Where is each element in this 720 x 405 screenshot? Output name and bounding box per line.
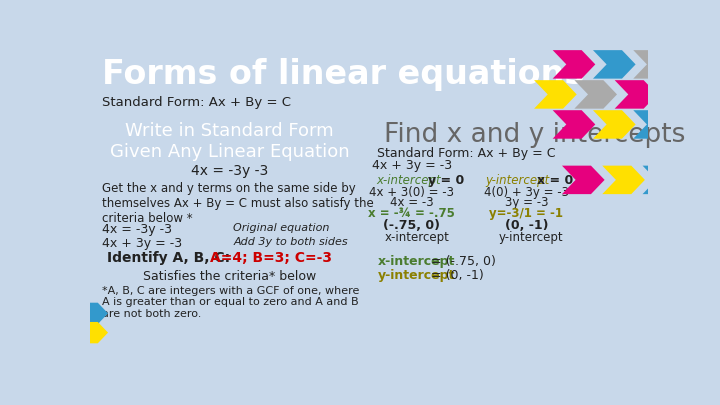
Text: (-.75, 0): (-.75, 0) xyxy=(383,219,440,232)
Text: Forms of linear equations: Forms of linear equations xyxy=(102,58,584,91)
Polygon shape xyxy=(553,110,595,139)
Text: Add 3y to both sides: Add 3y to both sides xyxy=(233,237,348,247)
Polygon shape xyxy=(553,50,595,79)
Polygon shape xyxy=(634,50,676,79)
Text: y=-3/1 = -1: y=-3/1 = -1 xyxy=(490,207,563,220)
Text: = (0, -1): = (0, -1) xyxy=(431,269,484,282)
Text: y-intercept: y-intercept xyxy=(485,174,553,187)
Text: x-intercept: x-intercept xyxy=(384,231,449,244)
Text: Original equation: Original equation xyxy=(233,224,330,233)
Polygon shape xyxy=(634,110,676,139)
Text: 4x + 3y = -3: 4x + 3y = -3 xyxy=(102,237,181,250)
Text: Find x and y intercepts: Find x and y intercepts xyxy=(384,122,686,148)
Text: y = 0: y = 0 xyxy=(428,174,464,187)
Text: y-intercept: y-intercept xyxy=(498,231,563,244)
Polygon shape xyxy=(534,80,577,109)
Text: Standard Form: Ax + By = C: Standard Form: Ax + By = C xyxy=(377,147,555,160)
Polygon shape xyxy=(76,303,108,324)
Text: 4x + 3(0) = -3: 4x + 3(0) = -3 xyxy=(369,185,454,199)
Text: = (-.75, 0): = (-.75, 0) xyxy=(431,255,496,268)
Polygon shape xyxy=(76,322,108,343)
Polygon shape xyxy=(602,166,645,194)
Polygon shape xyxy=(642,166,685,194)
Text: Identify A, B, C:: Identify A, B, C: xyxy=(107,251,230,265)
Text: 4x = -3: 4x = -3 xyxy=(390,196,433,209)
Text: x = -¾ = -.75: x = -¾ = -.75 xyxy=(368,207,455,220)
Polygon shape xyxy=(593,50,636,79)
Polygon shape xyxy=(615,80,657,109)
Text: Get the x and y terms on the same side by
themselves Ax + By = C must also satis: Get the x and y terms on the same side b… xyxy=(102,182,374,225)
Text: (0, -1): (0, -1) xyxy=(505,219,548,232)
Text: x-intercept: x-intercept xyxy=(377,174,445,187)
Polygon shape xyxy=(593,110,636,139)
Text: Standard Form: Ax + By = C: Standard Form: Ax + By = C xyxy=(102,96,291,109)
Polygon shape xyxy=(562,166,605,194)
Text: y-intercept: y-intercept xyxy=(378,269,456,282)
Text: *A, B, C are integers with a GCF of one, where
A is greater than or equal to zer: *A, B, C are integers with a GCF of one,… xyxy=(102,286,359,319)
Text: x-intercept: x-intercept xyxy=(378,255,456,268)
Polygon shape xyxy=(575,80,617,109)
Text: 4x = -3y -3: 4x = -3y -3 xyxy=(191,164,268,178)
Text: Satisfies the criteria* below: Satisfies the criteria* below xyxy=(143,270,316,283)
Text: 3y = -3: 3y = -3 xyxy=(505,196,548,209)
Text: A=4; B=3; C=-3: A=4; B=3; C=-3 xyxy=(210,251,332,265)
Text: 4x = -3y -3: 4x = -3y -3 xyxy=(102,224,171,237)
Text: x = 0: x = 0 xyxy=(537,174,573,187)
Text: Write in Standard Form
Given Any Linear Equation: Write in Standard Form Given Any Linear … xyxy=(109,122,349,160)
Text: 4x + 3y = -3: 4x + 3y = -3 xyxy=(372,159,451,172)
Text: 4(0) + 3y = -3: 4(0) + 3y = -3 xyxy=(484,185,569,199)
